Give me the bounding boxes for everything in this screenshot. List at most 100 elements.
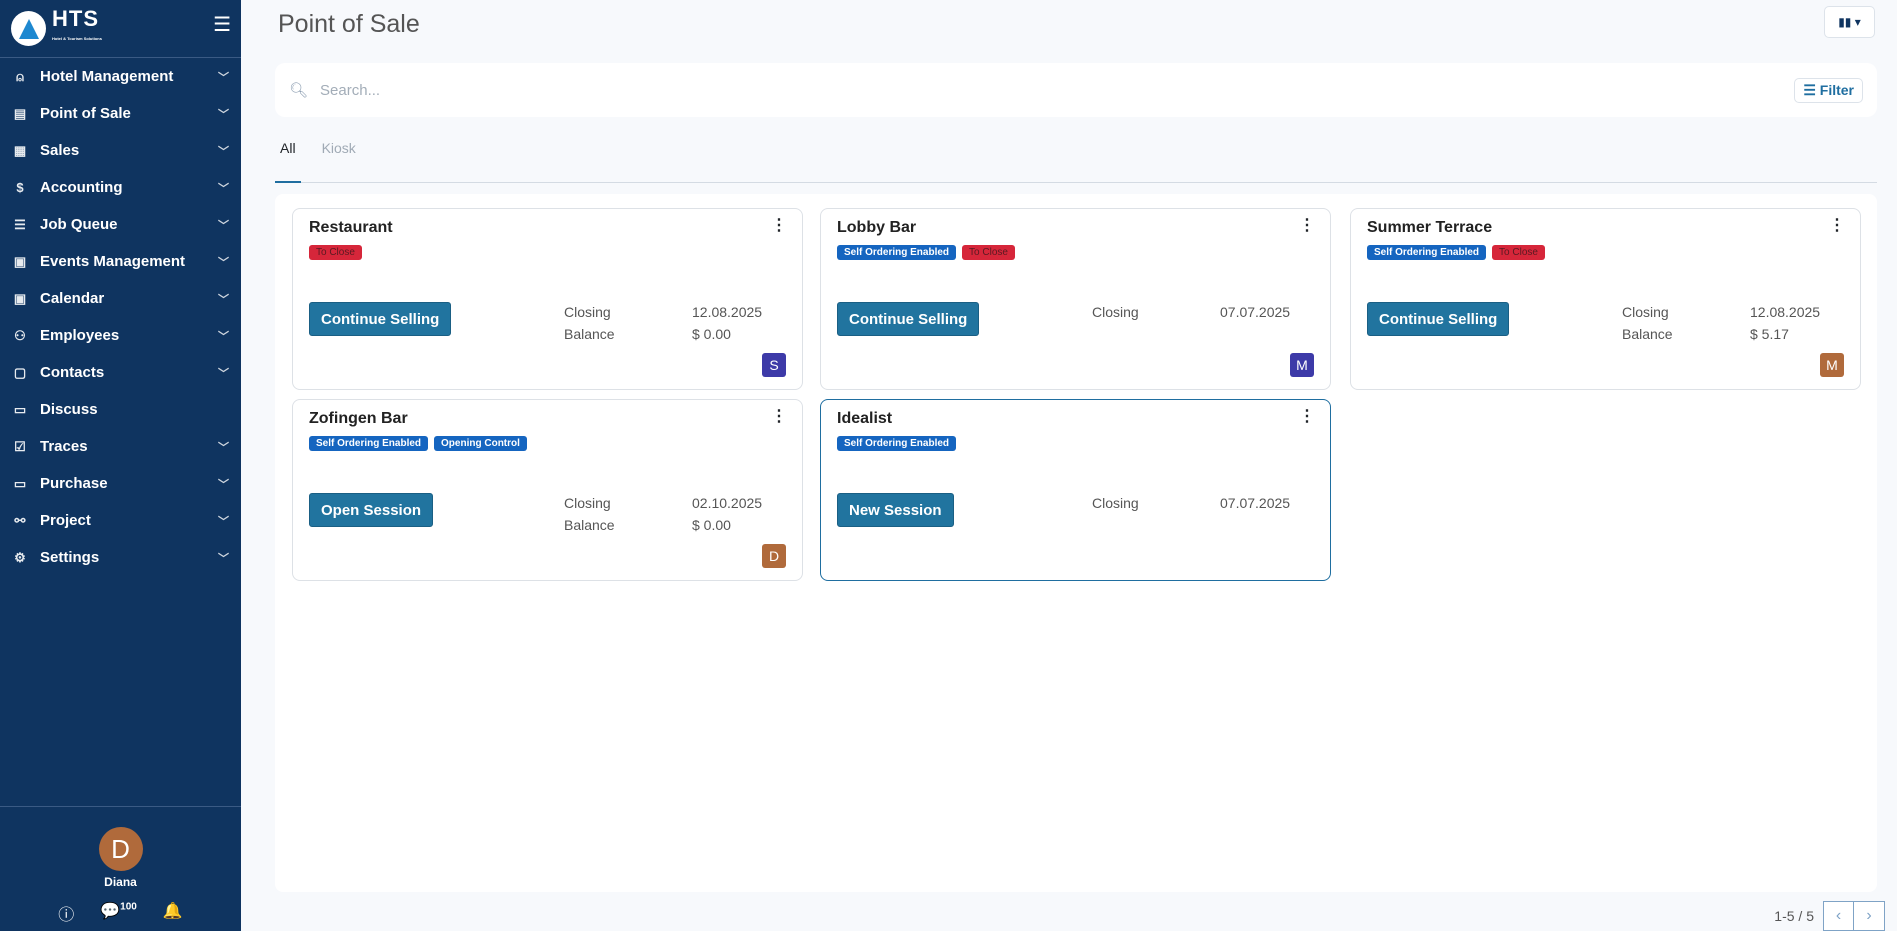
chevron-down-icon[interactable]: ﹀ bbox=[218, 552, 229, 565]
sidebar-item-project[interactable]: ⚯ Project ﹀ bbox=[0, 502, 241, 539]
sidebar-item-purchase[interactable]: ▭ Purchase ﹀ bbox=[0, 465, 241, 502]
page-title: Point of Sale bbox=[278, 10, 420, 38]
user-avatar: M bbox=[1820, 353, 1844, 377]
cards-panel: Restaurant ⋮ To Close Continue Selling Clo… bbox=[275, 194, 1877, 892]
chevron-down-icon[interactable]: ﹀ bbox=[218, 367, 229, 380]
session-button[interactable]: Open Session bbox=[309, 493, 434, 527]
chevron-down-icon[interactable]: ﹀ bbox=[218, 478, 229, 491]
user-avatar: M bbox=[1290, 353, 1314, 377]
sidebar-item-accounting[interactable]: $ Accounting ﹀ bbox=[0, 169, 241, 206]
closing-date: 12.08.2025 bbox=[692, 304, 763, 320]
sidebar-item-discuss[interactable]: ▭ Discuss bbox=[0, 391, 241, 428]
user-panel: D Diana ⓘ 💬100 🔔 bbox=[0, 806, 241, 931]
session-button[interactable]: Continue Selling bbox=[837, 302, 980, 336]
session-button[interactable]: New Session bbox=[837, 493, 954, 527]
sidebar-item-calendar[interactable]: ▣ Calendar ﹀ bbox=[0, 280, 241, 317]
sidebar-item-label: Discuss bbox=[40, 401, 98, 418]
checkbox-icon: ☑ bbox=[14, 438, 26, 454]
user-avatar: D bbox=[762, 544, 786, 568]
sidebar-item-sales[interactable]: ▦ Sales ﹀ bbox=[0, 132, 241, 169]
closing-date: 12.08.2025 bbox=[1750, 304, 1821, 320]
user-avatar[interactable]: D bbox=[98, 827, 143, 871]
status-badge: Self Ordering Enabled bbox=[837, 436, 957, 451]
sidebar-item-label: Employees bbox=[40, 327, 120, 344]
sidebar-item-label: Point of Sale bbox=[40, 105, 131, 122]
hamburger-menu-icon[interactable]: ☰ bbox=[213, 14, 231, 36]
sidebar-item-settings[interactable]: ⚙ Settings ﹀ bbox=[0, 539, 241, 576]
user-name: Diana bbox=[104, 875, 137, 889]
sidebar-item-label: Contacts bbox=[40, 364, 105, 381]
status-badge: Self Ordering Enabled bbox=[1367, 245, 1487, 260]
register-icon: ▦ bbox=[13, 142, 27, 158]
sidebar-item-traces[interactable]: ☑ Traces ﹀ bbox=[0, 428, 241, 465]
notifications-bell-icon[interactable]: 🔔 bbox=[162, 903, 183, 920]
sidebar-item-label: Settings bbox=[40, 549, 100, 566]
search-input[interactable] bbox=[320, 81, 1795, 99]
balance-label: Balance bbox=[1622, 326, 1673, 342]
sidebar: HTS Hotel & Tourism Solutions ☰ ⍝ Hotel Ma… bbox=[0, 0, 241, 931]
pos-name: Lobby Bar bbox=[837, 219, 917, 236]
store-icon: ▤ bbox=[13, 105, 27, 121]
chevron-down-icon[interactable]: ﹀ bbox=[218, 145, 229, 158]
more-options-icon[interactable]: ⋮ bbox=[1829, 217, 1845, 234]
sidebar-item-label: Accounting bbox=[40, 179, 123, 196]
more-options-icon[interactable]: ⋮ bbox=[771, 217, 787, 234]
more-options-icon[interactable]: ⋮ bbox=[771, 408, 787, 425]
sidebar-item-label: Purchase bbox=[40, 475, 108, 492]
logo[interactable]: HTS Hotel & Tourism Solutions ☰ bbox=[0, 0, 241, 58]
chevron-down-icon[interactable]: ﹀ bbox=[218, 256, 229, 269]
next-page-button[interactable]: › bbox=[1854, 901, 1885, 931]
balance-value: $ 0.00 bbox=[692, 517, 731, 533]
pos-card[interactable]: Idealist ⋮ Self Ordering Enabled New Sessi… bbox=[820, 399, 1331, 581]
pagination: 1-5 / 5 ‹ › bbox=[1774, 901, 1885, 931]
sidebar-menu: ⍝ Hotel Management ﹀ ▤ Point of Sale ﹀ ▦ Sales ﹀… bbox=[0, 58, 241, 576]
sidebar-item-job-queue[interactable]: ☰ Job Queue ﹀ bbox=[0, 206, 241, 243]
bell-icon: ⍝ bbox=[16, 68, 24, 84]
user-avatar: S bbox=[762, 353, 786, 377]
chevron-down-icon[interactable]: ﹀ bbox=[218, 108, 229, 121]
search-icon: 🔍︎ bbox=[289, 82, 309, 99]
list-icon: ☰ bbox=[14, 216, 26, 232]
people-icon: ⚇ bbox=[14, 327, 26, 343]
help-icon[interactable]: ⓘ bbox=[58, 907, 75, 924]
closing-label: Closing bbox=[1092, 495, 1139, 511]
chevron-down-icon[interactable]: ﹀ bbox=[218, 441, 229, 454]
sliders-icon: ☰ bbox=[1803, 81, 1816, 98]
more-options-icon[interactable]: ⋮ bbox=[1299, 217, 1315, 234]
tab-all[interactable]: All bbox=[275, 136, 301, 183]
filter-button[interactable]: ☰ Filter bbox=[1794, 77, 1863, 103]
gear-icon: ⚙ bbox=[14, 549, 26, 565]
pos-card[interactable]: Lobby Bar ⋮ Self Ordering Enabled To Close… bbox=[820, 208, 1331, 390]
messages-icon[interactable]: 💬100 bbox=[100, 901, 137, 920]
chevron-down-icon[interactable]: ﹀ bbox=[218, 182, 229, 195]
pos-card[interactable]: Summer Terrace ⋮ Self Ordering Enabled To … bbox=[1350, 208, 1861, 390]
session-button[interactable]: Continue Selling bbox=[309, 302, 452, 336]
pos-card[interactable]: Restaurant ⋮ To Close Continue Selling Clo… bbox=[292, 208, 803, 390]
chevron-down-icon[interactable]: ﹀ bbox=[218, 330, 229, 343]
pager-range: 1-5 / 5 bbox=[1774, 908, 1814, 924]
chevron-down-icon[interactable]: ﹀ bbox=[218, 293, 229, 306]
sidebar-item-employees[interactable]: ⚇ Employees ﹀ bbox=[0, 317, 241, 354]
balance-value: $ 0.00 bbox=[692, 326, 731, 342]
sidebar-item-contacts[interactable]: ▢ Contacts ﹀ bbox=[0, 354, 241, 391]
view-switcher-button[interactable]: ▮▮ ▾ bbox=[1824, 6, 1875, 38]
prev-page-button[interactable]: ‹ bbox=[1823, 901, 1854, 931]
session-button[interactable]: Continue Selling bbox=[1367, 302, 1510, 336]
chevron-down-icon[interactable]: ﹀ bbox=[218, 71, 229, 84]
chevron-down-icon[interactable]: ﹀ bbox=[218, 219, 229, 232]
tab-kiosk[interactable]: Kiosk bbox=[321, 140, 356, 156]
sidebar-item-label: Hotel Management bbox=[40, 68, 174, 85]
more-options-icon[interactable]: ⋮ bbox=[1299, 408, 1315, 425]
sidebar-item-hotel-management[interactable]: ⍝ Hotel Management ﹀ bbox=[0, 58, 241, 95]
sidebar-item-events-management[interactable]: ▣ Events Management ﹀ bbox=[0, 243, 241, 280]
closing-label: Closing bbox=[564, 495, 611, 511]
sidebar-item-label: Calendar bbox=[40, 290, 105, 307]
sidebar-item-point-of-sale[interactable]: ▤ Point of Sale ﹀ bbox=[0, 95, 241, 132]
closing-label: Closing bbox=[1622, 304, 1669, 320]
status-badge: To Close bbox=[962, 245, 1015, 260]
chevron-down-icon[interactable]: ﹀ bbox=[218, 515, 229, 528]
pos-card[interactable]: Zofingen Bar ⋮ Self Ordering Enabled Openi… bbox=[292, 399, 803, 581]
pos-name: Restaurant bbox=[309, 219, 393, 236]
pos-name: Summer Terrace bbox=[1367, 219, 1493, 236]
filter-label: Filter bbox=[1819, 81, 1854, 98]
